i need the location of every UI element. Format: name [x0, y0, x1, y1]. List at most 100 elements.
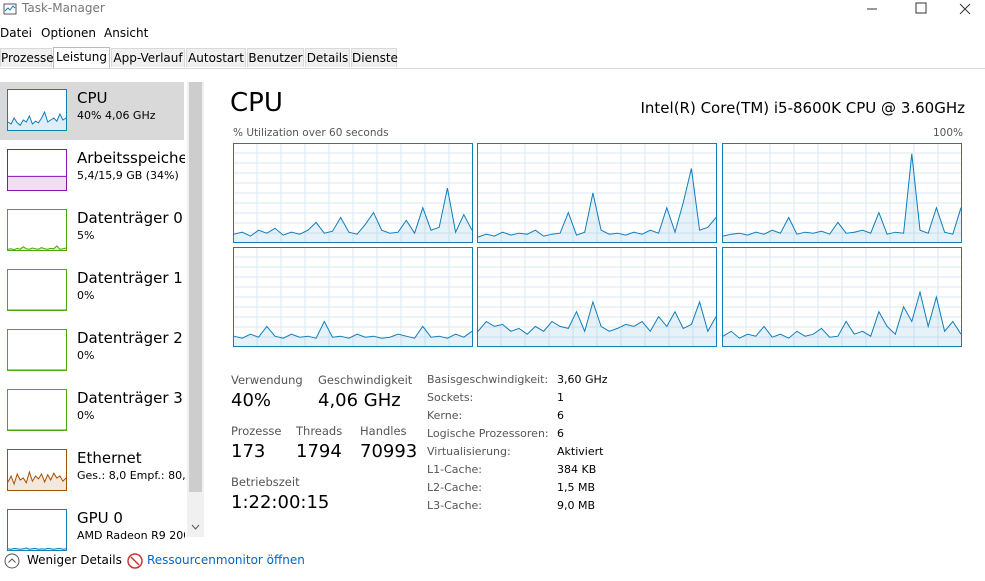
sidebar-thumbnail — [7, 149, 67, 191]
tab[interactable]: Dienste — [351, 48, 398, 67]
spec-key: Virtualisierung: — [427, 445, 511, 458]
graph-border — [477, 143, 717, 243]
stat-label: Geschwindigkeit — [318, 373, 413, 387]
monitor-icon[interactable] — [127, 553, 143, 569]
stat-label: Verwendung — [231, 373, 303, 387]
core-graph — [233, 143, 473, 243]
usage-line — [7, 245, 67, 251]
spec-key: Logische Prozessoren: — [427, 427, 549, 440]
core-graph — [477, 247, 717, 347]
spec-value: 384 KB — [557, 463, 597, 476]
core-graph — [477, 143, 717, 243]
usage-area — [8, 176, 66, 190]
graph-border — [722, 247, 962, 347]
menu-item[interactable]: Ansicht — [104, 26, 149, 40]
sidebar-name[interactable]: Datenträger 2 (D — [77, 329, 185, 347]
sidebar-name[interactable]: Datenträger 3 (F — [77, 389, 185, 407]
thumbnail-bg — [7, 209, 67, 251]
usage-line — [233, 187, 473, 237]
usage-line — [7, 470, 67, 486]
usage-area — [8, 112, 66, 130]
stat-value: 1794 — [296, 441, 342, 462]
stat-label: Prozesse — [231, 424, 282, 438]
usage-line — [7, 110, 67, 126]
tab[interactable]: Autostart — [186, 48, 246, 67]
main-title: CPU — [230, 88, 283, 118]
thumbnail-bg — [7, 149, 67, 191]
sidebar-thumbnail — [7, 209, 67, 251]
menu-item[interactable]: Datei — [0, 26, 33, 40]
tab[interactable]: Prozesse — [0, 48, 54, 67]
window-controls[interactable] — [855, 0, 985, 18]
sidebar-detail[interactable]: 0% — [77, 349, 95, 362]
sidebar-detail[interactable]: 5,4/15,9 GB (34%) — [77, 169, 179, 182]
sidebar-name[interactable]: GPU 0 — [77, 509, 123, 527]
graph-border — [233, 143, 473, 243]
stat-label: Threads — [296, 424, 343, 438]
tab[interactable]: Leistung — [53, 47, 110, 68]
stat-value: 173 — [231, 441, 266, 462]
sidebar-thumbnail — [7, 269, 67, 311]
sidebar-detail[interactable]: Ges.: 8,0 Empf.: 80,0 — [77, 469, 185, 482]
spec-key: Basisgeschwindigkeit: — [427, 373, 549, 386]
sidebar-name[interactable]: Ethernet — [77, 449, 142, 467]
spec-value: 6 — [557, 409, 564, 422]
usage-area — [8, 472, 66, 490]
stat-label: Betriebszeit — [231, 475, 300, 489]
tab[interactable]: Benutzer — [247, 48, 304, 67]
stat-value: 70993 — [360, 441, 418, 462]
sidebar-name[interactable]: CPU — [77, 89, 108, 107]
sidebar-detail[interactable]: 0% — [77, 409, 95, 422]
spec-value: 1 — [557, 391, 564, 404]
stat-value: 40% — [231, 390, 272, 411]
usage-line — [7, 547, 67, 550]
spec-value: 6 — [557, 427, 564, 440]
usage-area — [478, 301, 716, 346]
spec-key: Kerne: — [427, 409, 463, 422]
usage-area — [234, 321, 472, 346]
cpu-model: Intel(R) Core(TM) i5-8600K CPU @ 3.60GHz — [640, 99, 965, 117]
sidebar-name[interactable]: Arbeitsspeicher — [77, 149, 185, 167]
graph-border — [722, 143, 962, 243]
spec-key: Sockets: — [427, 391, 474, 404]
usage-area — [723, 292, 961, 346]
tab[interactable]: App-Verlauf — [111, 48, 185, 67]
core-graph — [722, 143, 962, 243]
scrollbar[interactable] — [187, 82, 204, 537]
app-icon — [3, 3, 17, 15]
spec-value: 3,60 GHz — [557, 373, 608, 386]
graph-label: % Utilization over 60 seconds — [233, 127, 389, 139]
resource-monitor-link[interactable]: Ressourcenmonitor öffnen — [147, 553, 305, 567]
sidebar-detail[interactable]: 5% — [77, 229, 95, 242]
graph-max: 100% — [932, 127, 963, 139]
core-graph — [722, 247, 962, 347]
less-details-icon[interactable] — [4, 553, 20, 569]
sidebar-thumbnail — [7, 509, 67, 551]
less-details[interactable]: Weniger Details — [27, 553, 122, 567]
graph-border — [233, 247, 473, 347]
tab-divider — [0, 68, 985, 69]
spec-value: 1,5 MB — [557, 481, 596, 494]
stat-value: 4,06 GHz — [318, 390, 401, 411]
usage-line — [722, 153, 962, 237]
usage-line — [477, 300, 717, 335]
sidebar-detail[interactable]: 0% — [77, 289, 95, 302]
spec-value: Aktiviert — [557, 445, 604, 458]
spec-key: L2-Cache: — [427, 481, 483, 494]
spec-key: L1-Cache: — [427, 463, 483, 476]
spec-value: 9,0 MB — [557, 499, 596, 512]
tab[interactable]: Details — [305, 48, 350, 67]
usage-line — [477, 168, 717, 238]
stat-label: Handles — [360, 424, 407, 438]
usage-area — [723, 153, 961, 242]
sidebar-detail[interactable]: 40% 4,06 GHz — [77, 109, 156, 122]
sidebar-name[interactable]: Datenträger 1 (E — [77, 269, 185, 287]
stat-value: 1:22:00:15 — [231, 492, 330, 513]
sidebar-thumbnail — [7, 329, 67, 371]
usage-line — [722, 290, 962, 339]
sidebar-detail[interactable]: AMD Radeon R9 200 — [77, 529, 185, 542]
menu-item[interactable]: Optionen — [41, 26, 97, 40]
window-title: Task-Manager — [22, 1, 105, 15]
sidebar-name[interactable]: Datenträger 0 (C — [77, 209, 185, 227]
